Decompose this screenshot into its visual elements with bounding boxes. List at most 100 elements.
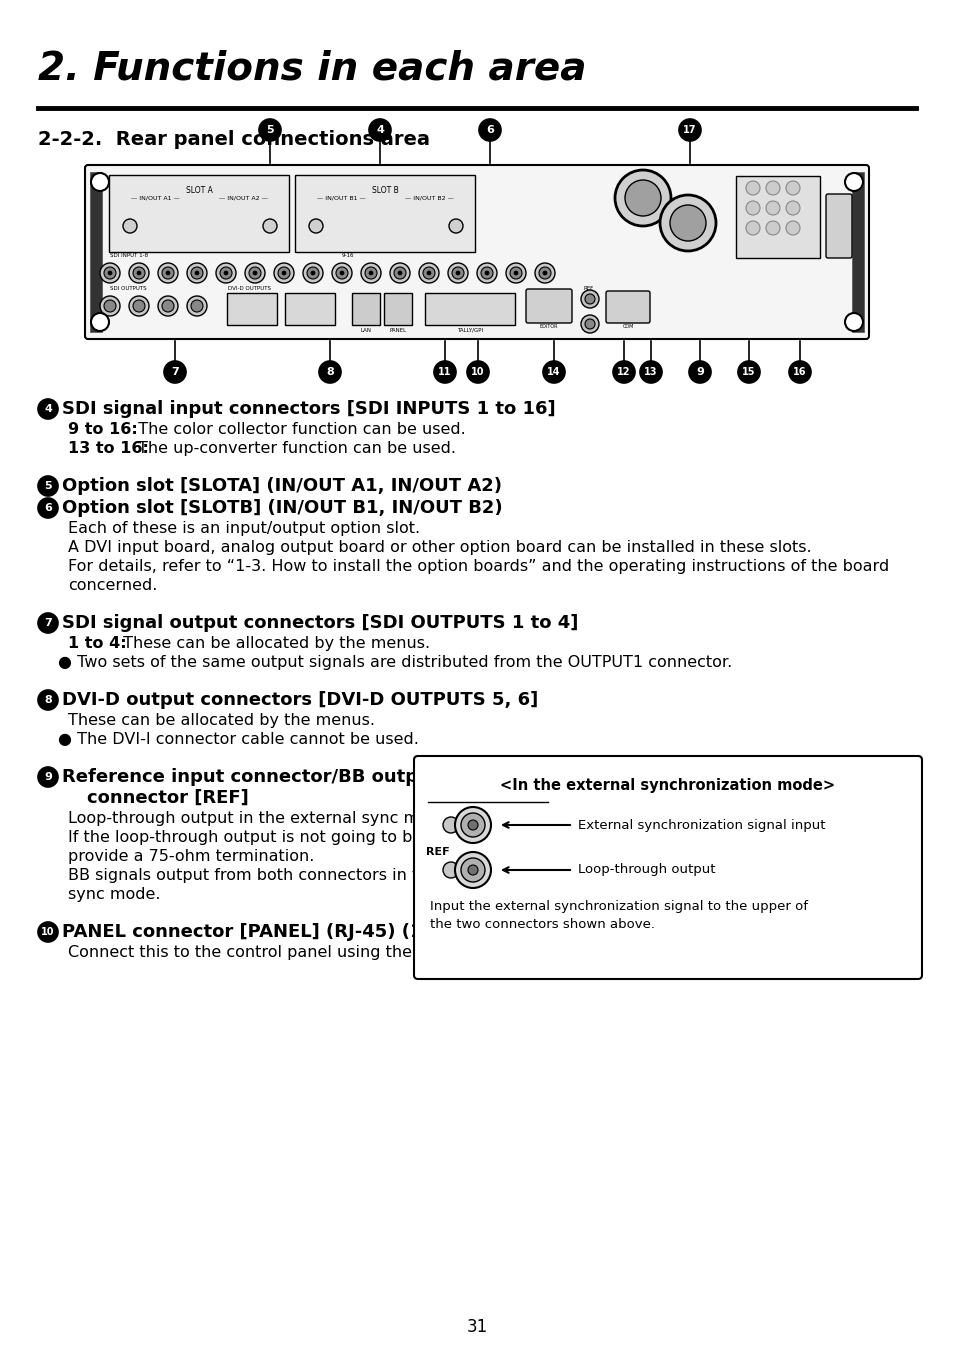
Circle shape [785, 181, 800, 195]
Circle shape [580, 290, 598, 307]
Text: These can be allocated by the menus.: These can be allocated by the menus. [68, 713, 375, 728]
FancyBboxPatch shape [285, 293, 335, 325]
Text: sync mode.: sync mode. [68, 887, 160, 902]
Circle shape [311, 271, 314, 275]
Circle shape [659, 195, 716, 251]
Circle shape [538, 267, 551, 279]
Text: 2-2-2.  Rear panel connections area: 2-2-2. Rear panel connections area [38, 129, 430, 150]
Circle shape [624, 181, 660, 216]
Text: SDI OUTPUTS: SDI OUTPUTS [110, 286, 147, 291]
Text: If the loop-through output is not going to be used,: If the loop-through output is not going … [68, 830, 471, 845]
Circle shape [765, 201, 780, 214]
Text: REF: REF [583, 286, 594, 291]
Circle shape [187, 263, 207, 283]
Circle shape [394, 267, 406, 279]
Circle shape [467, 361, 489, 383]
Circle shape [303, 263, 323, 283]
Text: 13: 13 [643, 367, 657, 377]
Circle shape [38, 497, 58, 518]
Circle shape [129, 263, 149, 283]
Circle shape [584, 319, 595, 329]
Circle shape [456, 271, 459, 275]
Text: The color collector function can be used.: The color collector function can be used… [128, 422, 465, 437]
Circle shape [365, 267, 376, 279]
Bar [851, 173, 863, 332]
Circle shape [123, 218, 137, 233]
Circle shape [455, 852, 491, 888]
Circle shape [460, 813, 484, 837]
Circle shape [104, 267, 116, 279]
Circle shape [745, 201, 760, 214]
Circle shape [38, 690, 58, 710]
Circle shape [418, 263, 438, 283]
Text: — IN/OUT B2 —: — IN/OUT B2 — [404, 195, 453, 201]
Circle shape [38, 476, 58, 496]
Text: 8: 8 [326, 367, 334, 377]
Text: External synchronization signal input: External synchronization signal input [578, 818, 824, 832]
Text: 7: 7 [44, 617, 51, 628]
Text: The up-converter function can be used.: The up-converter function can be used. [138, 441, 456, 456]
Text: ● The DVI-I connector cable cannot be used.: ● The DVI-I connector cable cannot be us… [58, 732, 418, 747]
FancyBboxPatch shape [605, 291, 649, 324]
Circle shape [224, 271, 228, 275]
Circle shape [468, 865, 477, 875]
Circle shape [765, 181, 780, 195]
Text: 1 to 4:: 1 to 4: [68, 636, 127, 651]
Text: COM: COM [621, 324, 633, 329]
Text: ● Two sets of the same output signals are distributed from the OUTPUT1 connector: ● Two sets of the same output signals ar… [58, 655, 732, 670]
Circle shape [360, 263, 380, 283]
Text: 14: 14 [547, 367, 560, 377]
Text: 2. Functions in each area: 2. Functions in each area [38, 50, 586, 88]
Circle shape [542, 271, 546, 275]
Circle shape [745, 221, 760, 235]
Text: 6: 6 [485, 125, 494, 135]
Circle shape [449, 218, 462, 233]
Circle shape [104, 301, 116, 311]
Circle shape [584, 294, 595, 305]
Circle shape [318, 361, 340, 383]
FancyBboxPatch shape [825, 194, 851, 257]
Text: 15: 15 [741, 367, 755, 377]
Circle shape [788, 361, 810, 383]
Circle shape [129, 297, 149, 315]
Circle shape [434, 361, 456, 383]
Text: DVI-D output connectors [DVI-D OUTPUTS 5, 6]: DVI-D output connectors [DVI-D OUTPUTS 5… [62, 692, 537, 709]
Text: Option slot [SLOTB] (IN/OUT B1, IN/OUT B2): Option slot [SLOTB] (IN/OUT B1, IN/OUT B… [62, 499, 502, 518]
Circle shape [615, 170, 670, 226]
Circle shape [397, 271, 401, 275]
Circle shape [220, 267, 232, 279]
Text: LAN: LAN [360, 328, 371, 333]
Circle shape [535, 263, 555, 283]
Circle shape [132, 267, 145, 279]
Text: SDI signal input connectors [SDI INPUTS 1 to 16]: SDI signal input connectors [SDI INPUTS … [62, 400, 555, 418]
Circle shape [100, 297, 120, 315]
Circle shape [164, 361, 186, 383]
Circle shape [277, 267, 290, 279]
Circle shape [191, 267, 203, 279]
Circle shape [452, 267, 463, 279]
Text: 9 to 16:: 9 to 16: [68, 422, 137, 437]
Circle shape [542, 361, 564, 383]
Circle shape [215, 263, 235, 283]
Text: PANEL connector [PANEL] (RJ-45) (100 Base-TX): PANEL connector [PANEL] (RJ-45) (100 Bas… [62, 923, 541, 941]
Text: 5: 5 [44, 481, 51, 491]
Text: 12: 12 [617, 367, 630, 377]
Text: 4: 4 [44, 404, 51, 414]
Text: 9: 9 [696, 367, 703, 377]
Circle shape [745, 181, 760, 195]
FancyBboxPatch shape [735, 177, 820, 257]
Text: SLOT B: SLOT B [372, 186, 398, 195]
Circle shape [679, 119, 700, 142]
Text: 7: 7 [171, 367, 178, 377]
Circle shape [162, 301, 173, 311]
Text: EDITOR: EDITOR [539, 324, 558, 329]
Circle shape [187, 297, 207, 315]
Text: 8: 8 [44, 696, 51, 705]
Circle shape [390, 263, 410, 283]
Circle shape [476, 263, 497, 283]
Circle shape [282, 271, 286, 275]
Text: 11: 11 [437, 367, 452, 377]
Circle shape [91, 173, 109, 191]
Text: 10: 10 [41, 927, 54, 937]
Text: <In the external synchronization mode>: <In the external synchronization mode> [500, 778, 835, 793]
